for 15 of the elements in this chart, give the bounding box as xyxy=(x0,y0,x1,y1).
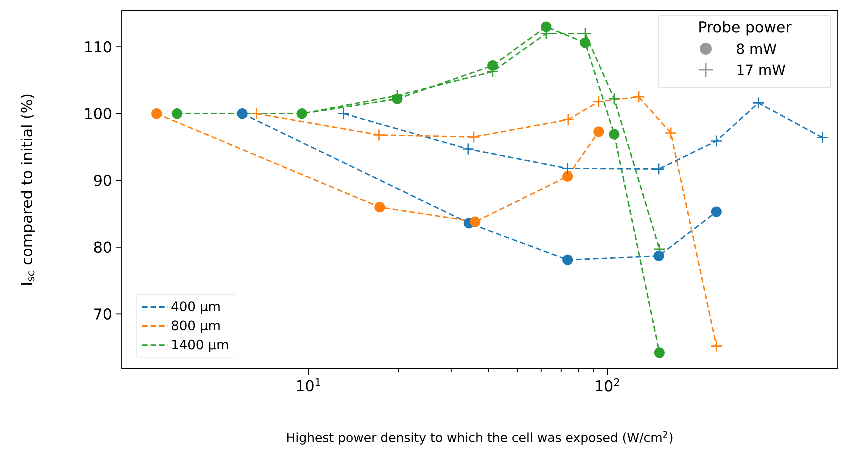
y-axis-title: I$_{sc}$ compared to initial (%) xyxy=(20,94,36,285)
legend-label: 400 μm xyxy=(172,302,220,314)
y-tick-label: 70 xyxy=(94,308,112,320)
x-tick-label: 10$^{1}$ xyxy=(297,378,321,392)
x-tick-label: 10$^{2}$ xyxy=(596,378,620,392)
y-tick-label: 80 xyxy=(94,242,112,254)
legend-title: Probe power xyxy=(700,21,792,36)
y-tick-label: 100 xyxy=(85,108,112,120)
x-axis-title: Highest power density to which the cell was exposed (W/cm$^{2}$) xyxy=(287,431,673,445)
annotation: 17 mW xyxy=(738,64,786,76)
y-tick-label: 90 xyxy=(94,174,112,186)
annotation: 8 mW xyxy=(737,44,777,54)
y-tick-label: 110 xyxy=(85,41,112,53)
legend-label: 800 μm xyxy=(172,320,220,334)
legend-label: 1400 μm xyxy=(172,340,228,352)
